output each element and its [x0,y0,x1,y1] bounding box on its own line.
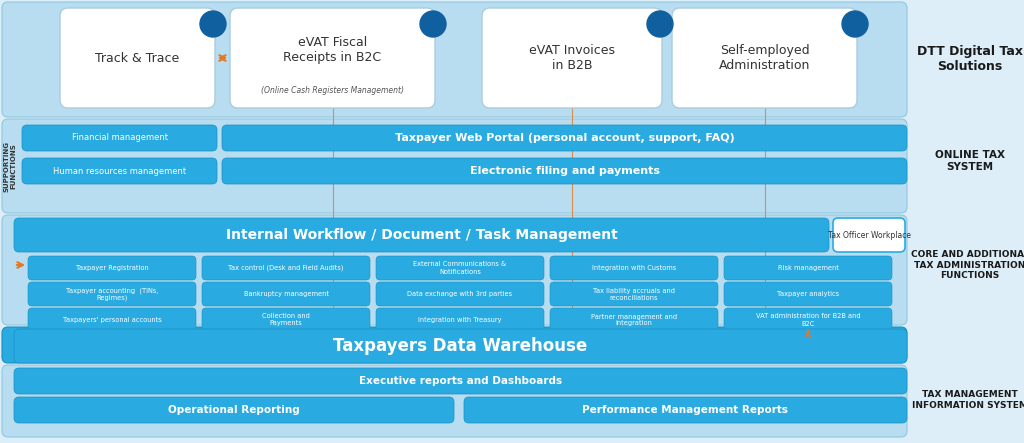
FancyBboxPatch shape [376,308,544,332]
Text: SUPPORTING
FUNCTIONS: SUPPORTING FUNCTIONS [3,140,16,191]
FancyBboxPatch shape [60,8,215,108]
FancyBboxPatch shape [22,158,217,184]
Text: Electronic filing and payments: Electronic filing and payments [469,166,659,176]
Text: D: D [428,19,437,29]
FancyBboxPatch shape [28,308,196,332]
Text: Operational Reporting: Operational Reporting [168,405,300,415]
Text: Financial management: Financial management [72,133,168,143]
Text: VAT administration for B2B and
B2C: VAT administration for B2B and B2C [756,314,860,326]
FancyBboxPatch shape [14,218,829,252]
FancyBboxPatch shape [464,397,907,423]
FancyBboxPatch shape [2,119,907,213]
Text: Performance Management Reports: Performance Management Reports [583,405,788,415]
Text: Integration with Treasury: Integration with Treasury [418,317,502,323]
FancyBboxPatch shape [230,8,435,108]
Text: Taxpayers Data Warehouse: Taxpayers Data Warehouse [334,337,588,355]
FancyBboxPatch shape [202,308,370,332]
FancyBboxPatch shape [376,256,544,280]
FancyBboxPatch shape [2,327,907,363]
FancyBboxPatch shape [2,2,907,117]
FancyBboxPatch shape [724,256,892,280]
FancyBboxPatch shape [724,308,892,332]
FancyBboxPatch shape [833,218,905,252]
Text: ONLINE TAX
SYSTEM: ONLINE TAX SYSTEM [935,150,1005,172]
Text: TAX MANAGEMENT
INFORMATION SYSTEM: TAX MANAGEMENT INFORMATION SYSTEM [912,390,1024,410]
Text: Taxpayer accounting  (TINs,
Regimes): Taxpayer accounting (TINs, Regimes) [66,287,158,301]
Text: Risk management: Risk management [777,265,839,271]
FancyBboxPatch shape [14,329,907,363]
FancyBboxPatch shape [222,158,907,184]
Text: Taxpayers' personal accounts: Taxpayers' personal accounts [62,317,162,323]
Text: CORE AND ADDITIONAL
TAX ADMINISTRATION
FUNCTIONS: CORE AND ADDITIONAL TAX ADMINISTRATION F… [910,250,1024,280]
Text: Executive reports and Dashboards: Executive reports and Dashboards [359,376,562,386]
Text: Taxpayer Web Portal (personal account, support, FAQ): Taxpayer Web Portal (personal account, s… [394,133,734,143]
Text: Tax control (Desk and Field Audits): Tax control (Desk and Field Audits) [228,265,344,271]
FancyBboxPatch shape [14,368,907,394]
Text: Self-employed
Administration: Self-employed Administration [719,44,810,72]
FancyBboxPatch shape [28,256,196,280]
FancyBboxPatch shape [14,397,454,423]
FancyBboxPatch shape [672,8,857,108]
Text: (Online Cash Registers Management): (Online Cash Registers Management) [261,85,404,94]
Text: Collection and
Payments: Collection and Payments [262,314,310,326]
Text: D: D [850,19,859,29]
Text: eVAT Fiscal
Receipts in B2C: eVAT Fiscal Receipts in B2C [284,36,382,64]
Circle shape [200,11,226,37]
Text: D: D [208,19,218,29]
Text: Human resources management: Human resources management [53,167,186,175]
FancyBboxPatch shape [550,308,718,332]
Text: Taxpayer analytics: Taxpayer analytics [777,291,839,297]
FancyBboxPatch shape [202,282,370,306]
FancyBboxPatch shape [22,125,217,151]
Text: Tax Officer Workplace: Tax Officer Workplace [827,230,910,240]
Text: Taxpayer Registration: Taxpayer Registration [76,265,148,271]
Text: Partner management and
integration: Partner management and integration [591,314,677,326]
Text: eVAT Invoices
in B2B: eVAT Invoices in B2B [529,44,615,72]
Circle shape [842,11,868,37]
Text: Internal Workflow / Document / Task Management: Internal Workflow / Document / Task Mana… [225,228,617,242]
Text: D: D [655,19,665,29]
Text: Track & Trace: Track & Trace [95,51,179,65]
FancyBboxPatch shape [376,282,544,306]
FancyBboxPatch shape [482,8,662,108]
FancyBboxPatch shape [2,365,907,437]
FancyBboxPatch shape [222,125,907,151]
Text: Bankruptcy management: Bankruptcy management [244,291,329,297]
Text: External Communications &
Notifications: External Communications & Notifications [414,261,507,275]
FancyBboxPatch shape [28,282,196,306]
Text: DTT Digital Tax
Solutions: DTT Digital Tax Solutions [918,45,1023,73]
Text: Integration with Customs: Integration with Customs [592,265,676,271]
Text: Tax liability accruals and
reconciliations: Tax liability accruals and reconciliatio… [593,288,675,300]
FancyBboxPatch shape [550,256,718,280]
FancyBboxPatch shape [2,215,907,325]
Circle shape [647,11,673,37]
FancyBboxPatch shape [202,256,370,280]
Text: Data exchange with 3rd parties: Data exchange with 3rd parties [408,291,513,297]
FancyBboxPatch shape [550,282,718,306]
Circle shape [420,11,446,37]
FancyBboxPatch shape [724,282,892,306]
